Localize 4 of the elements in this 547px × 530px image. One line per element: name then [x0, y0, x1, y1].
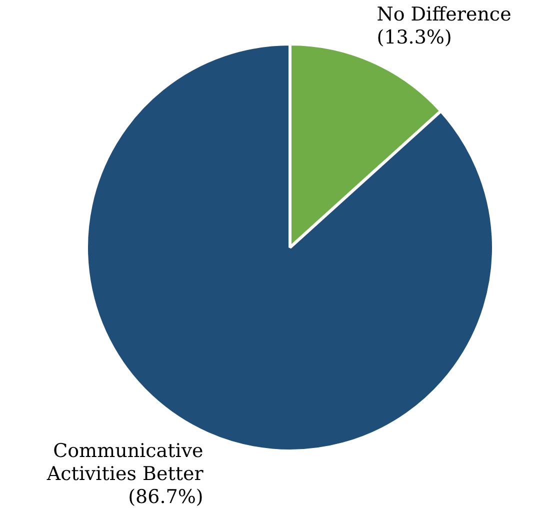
data-label: (86.7%) — [128, 486, 204, 508]
slice-label: No Difference — [376, 4, 512, 26]
data-label: (13.3%) — [376, 26, 452, 49]
slice-label: Communicative Activities Better — [46, 440, 204, 486]
